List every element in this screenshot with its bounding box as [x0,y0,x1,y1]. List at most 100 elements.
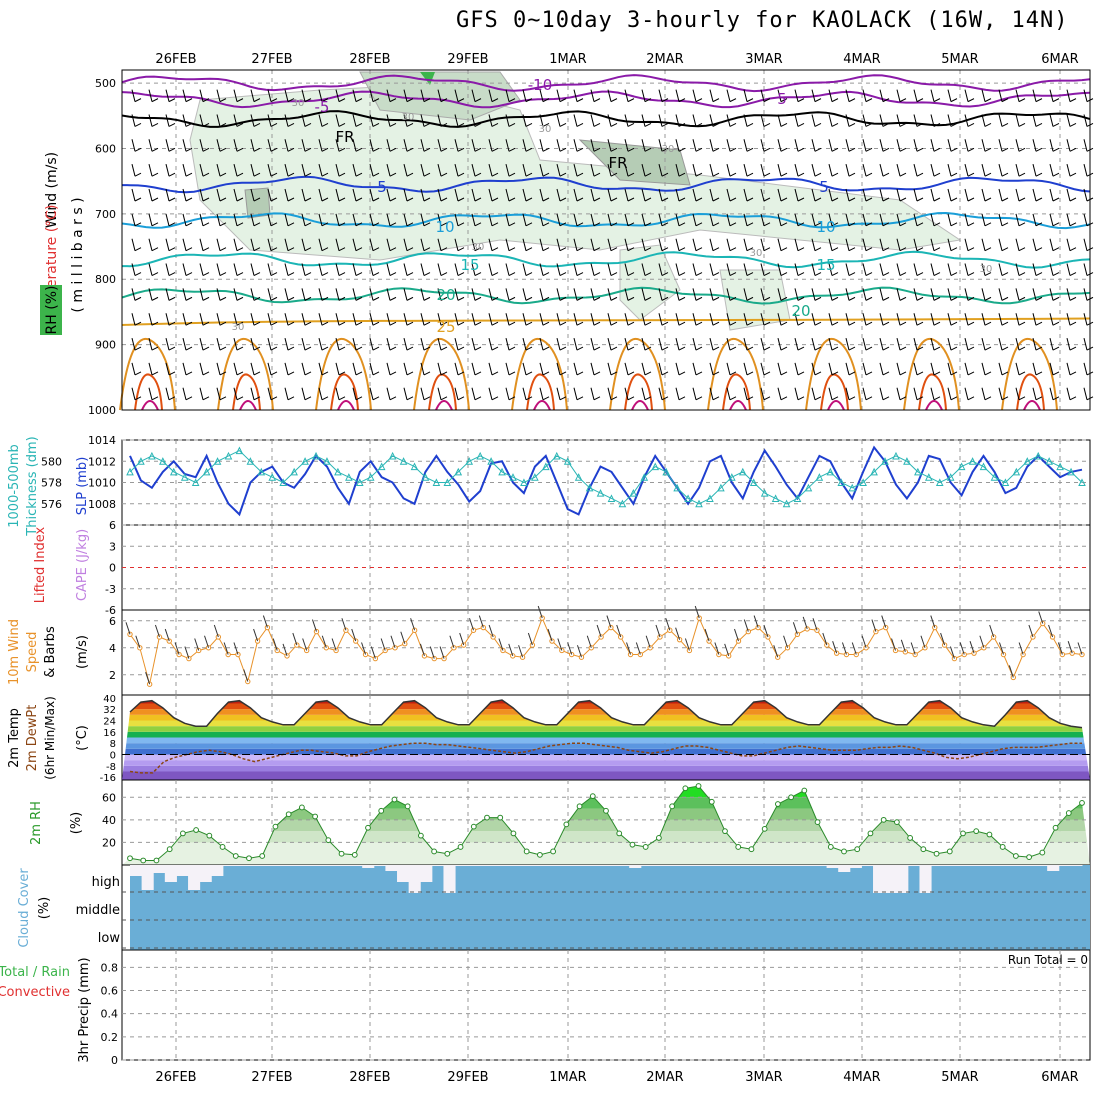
wind-barb [542,197,550,202]
wind-barb [352,164,357,177]
wind-barb [984,98,992,103]
wind-barb [763,98,771,103]
thickness-point [1023,457,1032,465]
wind-barb [341,618,347,631]
precip-tick: 0.8 [101,961,119,974]
wind-barb [457,396,465,401]
wind-barb [1069,98,1077,103]
wind-barb [474,98,482,103]
wind-barb [556,238,561,251]
wind-barb [559,371,567,376]
wind-barb [641,164,646,177]
thickness-point [542,462,550,471]
temp-tick: 32 [103,705,116,716]
wind-barb [590,387,595,400]
wind-barb [199,313,204,326]
wind-barb [1069,123,1077,127]
wind-barb [131,362,136,376]
high-cloud-bar [1047,865,1060,871]
rh-point [907,835,914,841]
wind-barb [1028,624,1034,638]
thickness-point [465,457,474,465]
wind-barb [164,628,170,642]
wind-barb [1049,313,1054,326]
wind-barb [355,346,363,351]
wind-barb [437,213,442,226]
wind-barb [1052,272,1060,276]
wind-barb [151,123,159,127]
thickness-point [1034,451,1043,460]
wind-barb [522,213,527,226]
day-label-top: 5MAR [941,52,978,67]
wind-barb [610,321,618,326]
wind-barb [236,172,244,177]
wind-barb [777,263,782,276]
wind-barb [593,272,601,276]
wind-barb [644,222,652,227]
wind-barb [380,638,386,651]
wind-barb [695,296,703,301]
label-temp-3: (6hr Min/Max) [43,696,57,780]
wind-barb [644,247,652,252]
wind-barb [182,164,187,177]
wind-barb [1069,346,1077,351]
wind-barb [559,321,567,326]
wind-barb [950,147,958,152]
slp-tick: 1014 [88,434,116,447]
wind-barb [199,337,204,351]
wind-barb [865,123,873,127]
wind-barb [131,337,136,351]
temp-tick: -8 [106,762,116,773]
wind-barb [624,164,629,177]
wind-barb [694,605,700,619]
thickness-point [717,483,725,492]
wind-barb [250,313,255,326]
high-cloud-bar [838,865,851,872]
high-cloud-bar [315,865,328,866]
wind-barb [301,89,306,102]
wind-barb [270,247,278,252]
wind-barb [471,263,476,276]
wind-barb [692,139,697,152]
wind-barb [559,396,567,401]
wind-barb [318,313,323,326]
wind-barb [1083,313,1088,326]
rh-point [986,831,993,838]
wind-tick: 2 [109,669,116,682]
wind-barb [372,98,380,103]
wind-barb [658,188,663,202]
wind-barb [423,396,431,401]
wind-barb [352,213,357,226]
wind-barb [131,114,136,127]
thickness-point [498,467,506,476]
wind-barb [267,313,272,326]
chart-title: GFS 0~10day 3-hourly for KAOLACK (16W, 1… [456,8,1069,33]
precip-tick: 0.6 [101,985,119,998]
wind-barb [626,642,632,655]
wind-barb [454,337,459,351]
label-cape: CAPE (J/kg) [75,529,90,601]
wind-barb [981,313,986,326]
wind-barb [743,619,749,632]
wind-barb [981,89,986,102]
wind-barb [525,371,533,376]
wind-barb [389,172,397,177]
wind-barb [695,371,703,376]
wind-barb [916,98,924,103]
high-cloud-bar [1035,865,1048,866]
wind-barb [930,213,935,226]
wind-barb [457,98,465,103]
wind-barb [709,114,714,127]
wind-barb [593,346,601,351]
wind-barb [537,605,543,619]
wind-barb [236,247,244,252]
wind-barb [270,222,278,227]
high-cloud-bar [222,865,235,866]
wind-barb [219,346,227,351]
wind-barb [335,164,340,177]
wind-barb [607,213,612,226]
wind-barb [678,147,686,152]
wind-barb [998,89,1003,102]
wind-barb [695,247,703,252]
